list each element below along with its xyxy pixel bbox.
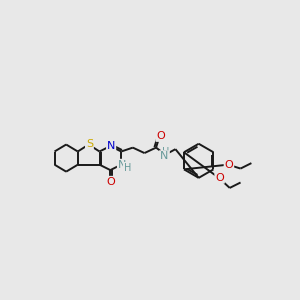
Text: H: H bbox=[124, 163, 131, 173]
Text: O: O bbox=[156, 131, 165, 141]
Text: S: S bbox=[86, 139, 93, 149]
Text: N: N bbox=[118, 160, 126, 170]
Text: H: H bbox=[162, 147, 169, 157]
Text: N: N bbox=[160, 151, 168, 161]
Text: O: O bbox=[215, 173, 224, 183]
Text: O: O bbox=[224, 160, 233, 170]
Text: N: N bbox=[107, 141, 115, 151]
Text: O: O bbox=[106, 177, 115, 187]
